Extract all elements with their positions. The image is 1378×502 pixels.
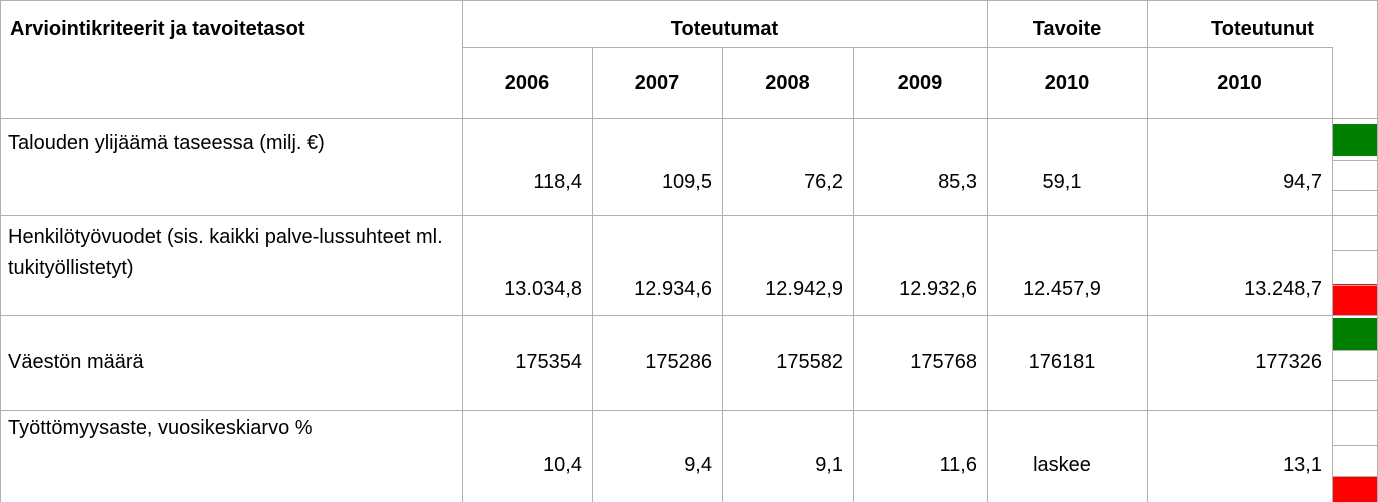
status-line [1332, 118, 1378, 119]
row-label: Henkilötyövuodet (sis. kaikki palve-luss… [8, 226, 443, 279]
col-line [462, 0, 463, 502]
status-green [1333, 318, 1378, 350]
status-green [1333, 124, 1378, 156]
status-line [1332, 350, 1378, 351]
status-line [1332, 190, 1378, 191]
border [0, 0, 1378, 1]
year: 2007 [634, 72, 680, 94]
cell-value: 176181 [1028, 351, 1096, 373]
col-line [1147, 0, 1148, 502]
row-line [0, 410, 1332, 411]
status-line [1332, 476, 1378, 477]
cell-value: 13,1 [1283, 454, 1322, 476]
row-label: Työttömyysaste, vuosikeskiarvo % [8, 417, 313, 439]
cell-value: 175286 [645, 351, 712, 373]
year: 2010 [1044, 72, 1090, 94]
cell-value: 175768 [910, 351, 977, 373]
cell-value: 13.248,7 [1244, 278, 1322, 300]
status-line [1332, 250, 1378, 251]
col-line [987, 0, 988, 502]
cell-value: 177326 [1255, 351, 1322, 373]
status-line [1332, 160, 1378, 161]
header-actuals: Toteutumat [670, 18, 779, 40]
cell-value: 12.932,6 [899, 278, 977, 300]
cell-value: 11,6 [939, 454, 977, 476]
year: 2008 [765, 72, 810, 94]
status-line [1332, 315, 1378, 316]
col-line [592, 47, 593, 502]
cell-value: 85,3 [938, 171, 977, 193]
cell-value: 9,4 [684, 454, 712, 476]
cell-value: 175582 [776, 351, 843, 373]
cell-value: 118,4 [533, 171, 582, 193]
year: 2010 [1217, 72, 1262, 94]
status-line [1332, 215, 1378, 216]
row-line [0, 315, 1332, 316]
col-line [1332, 47, 1333, 502]
year: 2009 [897, 72, 943, 94]
row-line [0, 118, 1332, 119]
status-red [1333, 476, 1378, 502]
cell-value: 12.457,9 [1023, 278, 1101, 300]
status-red [1333, 284, 1378, 315]
status-line [1332, 380, 1378, 381]
header-criteria: Arviointikriteerit ja tavoitetasot [10, 18, 305, 40]
status-line [1332, 410, 1378, 411]
col-line [722, 47, 723, 502]
cell-value: 109,5 [661, 171, 712, 193]
cell-value: 12.942,9 [765, 278, 843, 300]
cell-value: 9,1 [815, 454, 843, 476]
cell-value: 59,1 [1042, 171, 1082, 193]
row-label: Talouden ylijäämä taseessa (milj. €) [8, 132, 325, 154]
header-target: Tavoite [1032, 18, 1102, 40]
cell-value: 175354 [515, 351, 582, 373]
cell-value: 13.034,8 [504, 278, 582, 300]
col-line [853, 47, 854, 502]
cell-value: laskee [1033, 454, 1091, 476]
col-line [0, 0, 1, 502]
cell-value: 76,2 [804, 171, 843, 193]
row-label: Väestön määrä [8, 351, 144, 373]
border [462, 47, 1332, 48]
status-line [1332, 285, 1378, 286]
year: 2006 [504, 72, 550, 94]
cell-value: 10,4 [543, 454, 582, 476]
row-line [0, 215, 1332, 216]
cell-value: 12.934,6 [634, 278, 712, 300]
status-line [1332, 445, 1378, 446]
header-achieved: Toteutunut [1211, 18, 1314, 40]
cell-value: 94,7 [1283, 171, 1322, 193]
